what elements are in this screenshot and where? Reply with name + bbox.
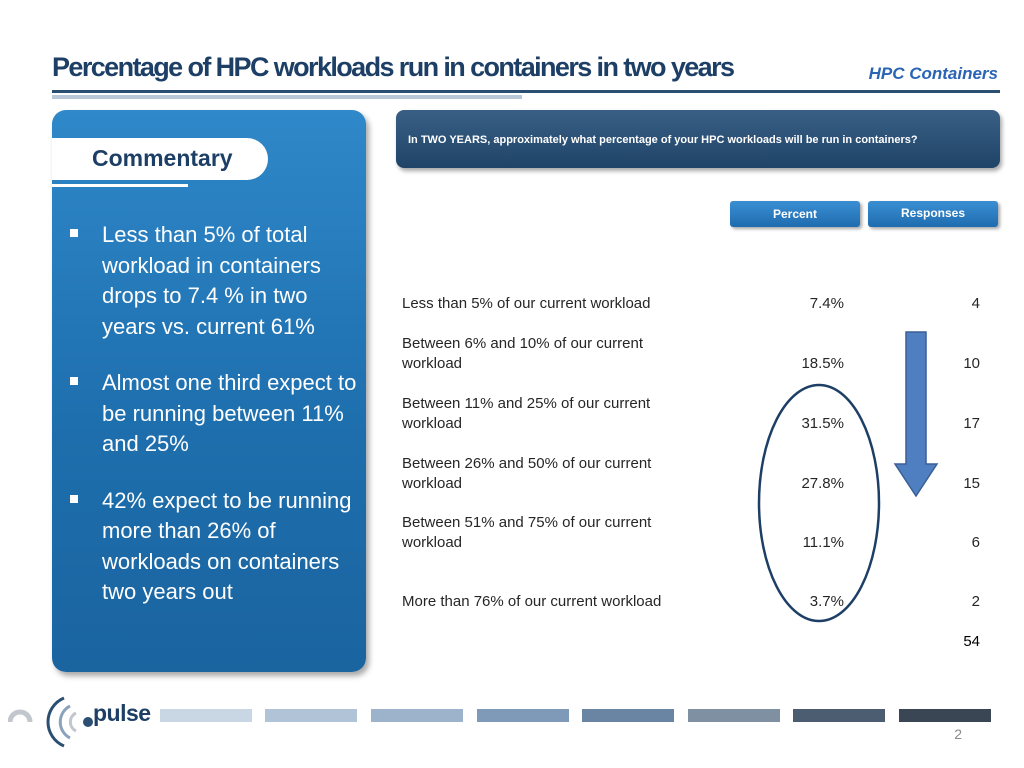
- row-label: Between 11% and 25% of our current workl…: [402, 395, 651, 432]
- row-responses: 17: [963, 415, 980, 432]
- table-row: More than 76% of our current workload 3.…: [402, 590, 982, 612]
- commentary-panel: [52, 110, 366, 672]
- row-percent: 31.5%: [801, 415, 844, 432]
- commentary-heading: Commentary: [92, 145, 233, 171]
- down-arrow-icon: [893, 331, 939, 498]
- page-number: 2: [954, 726, 962, 742]
- question-text: In TWO YEARS, approximately what percent…: [408, 134, 918, 146]
- bullet-text: Almost one third expect to be running be…: [102, 370, 357, 456]
- row-label: More than 76% of our current workload: [402, 593, 662, 610]
- row-label: Less than 5% of our current workload: [402, 295, 651, 312]
- total-responses: 54: [963, 633, 980, 650]
- footer-bar: [371, 709, 463, 722]
- row-label: Between 51% and 75% of our current workl…: [402, 514, 652, 551]
- row-responses: 6: [971, 534, 980, 551]
- logo-text: pulse: [93, 700, 151, 726]
- footer-bar: [265, 709, 357, 722]
- bullet-square-icon: [70, 377, 78, 385]
- commentary-bullet: Less than 5% of total workload in contai…: [68, 220, 358, 342]
- pulse-logo-icon: [8, 696, 93, 748]
- bullet-square-icon: [70, 494, 78, 503]
- footer-bar: [477, 709, 569, 722]
- bullet-text: Less than 5% of total workload in contai…: [102, 222, 321, 339]
- table-row: Between 11% and 25% of our current workl…: [402, 392, 982, 434]
- question-box: [396, 110, 1000, 168]
- commentary-bullets: Less than 5% of total workload in contai…: [68, 220, 358, 634]
- commentary-bullet: 42% expect to be running more than 26% o…: [68, 486, 358, 608]
- commentary-tab: [52, 138, 268, 180]
- title-divider: [52, 90, 1000, 93]
- row-responses: 2: [971, 593, 980, 610]
- footer-bar: [688, 709, 780, 722]
- row-responses: 10: [963, 355, 980, 372]
- row-label: Between 6% and 10% of our current worklo…: [402, 335, 643, 372]
- footer-bar: [793, 709, 885, 722]
- page-title: Percentage of HPC workloads run in conta…: [52, 52, 735, 82]
- section-tag: HPC Containers: [868, 64, 998, 83]
- table-row: Between 6% and 10% of our current worklo…: [402, 332, 982, 374]
- bullet-square-icon: [70, 229, 78, 237]
- table-row: Between 51% and 75% of our current workl…: [402, 511, 982, 553]
- column-header-percent: Percent: [730, 201, 860, 227]
- table-row: Less than 5% of our current workload 7.4…: [402, 292, 982, 314]
- row-responses: 15: [963, 475, 980, 492]
- row-percent: 27.8%: [801, 475, 844, 492]
- row-percent: 3.7%: [809, 593, 844, 610]
- commentary-underline: [52, 184, 188, 187]
- highlight-ellipse: [757, 383, 881, 623]
- footer-bar: [899, 709, 991, 722]
- title-divider-accent: [52, 95, 522, 99]
- column-header-responses: Responses: [868, 201, 998, 227]
- table-row: Between 26% and 50% of our current workl…: [402, 452, 982, 494]
- commentary-bullet: Almost one third expect to be running be…: [68, 368, 358, 460]
- bullet-text: 42% expect to be running more than 26% o…: [102, 487, 352, 605]
- row-percent: 7.4%: [809, 295, 844, 312]
- row-label: Between 26% and 50% of our current workl…: [402, 455, 652, 492]
- row-responses: 4: [971, 295, 980, 312]
- footer-bar: [582, 709, 674, 722]
- row-percent: 18.5%: [801, 355, 844, 372]
- footer-bar: [160, 709, 252, 722]
- row-percent: 11.1%: [802, 534, 844, 551]
